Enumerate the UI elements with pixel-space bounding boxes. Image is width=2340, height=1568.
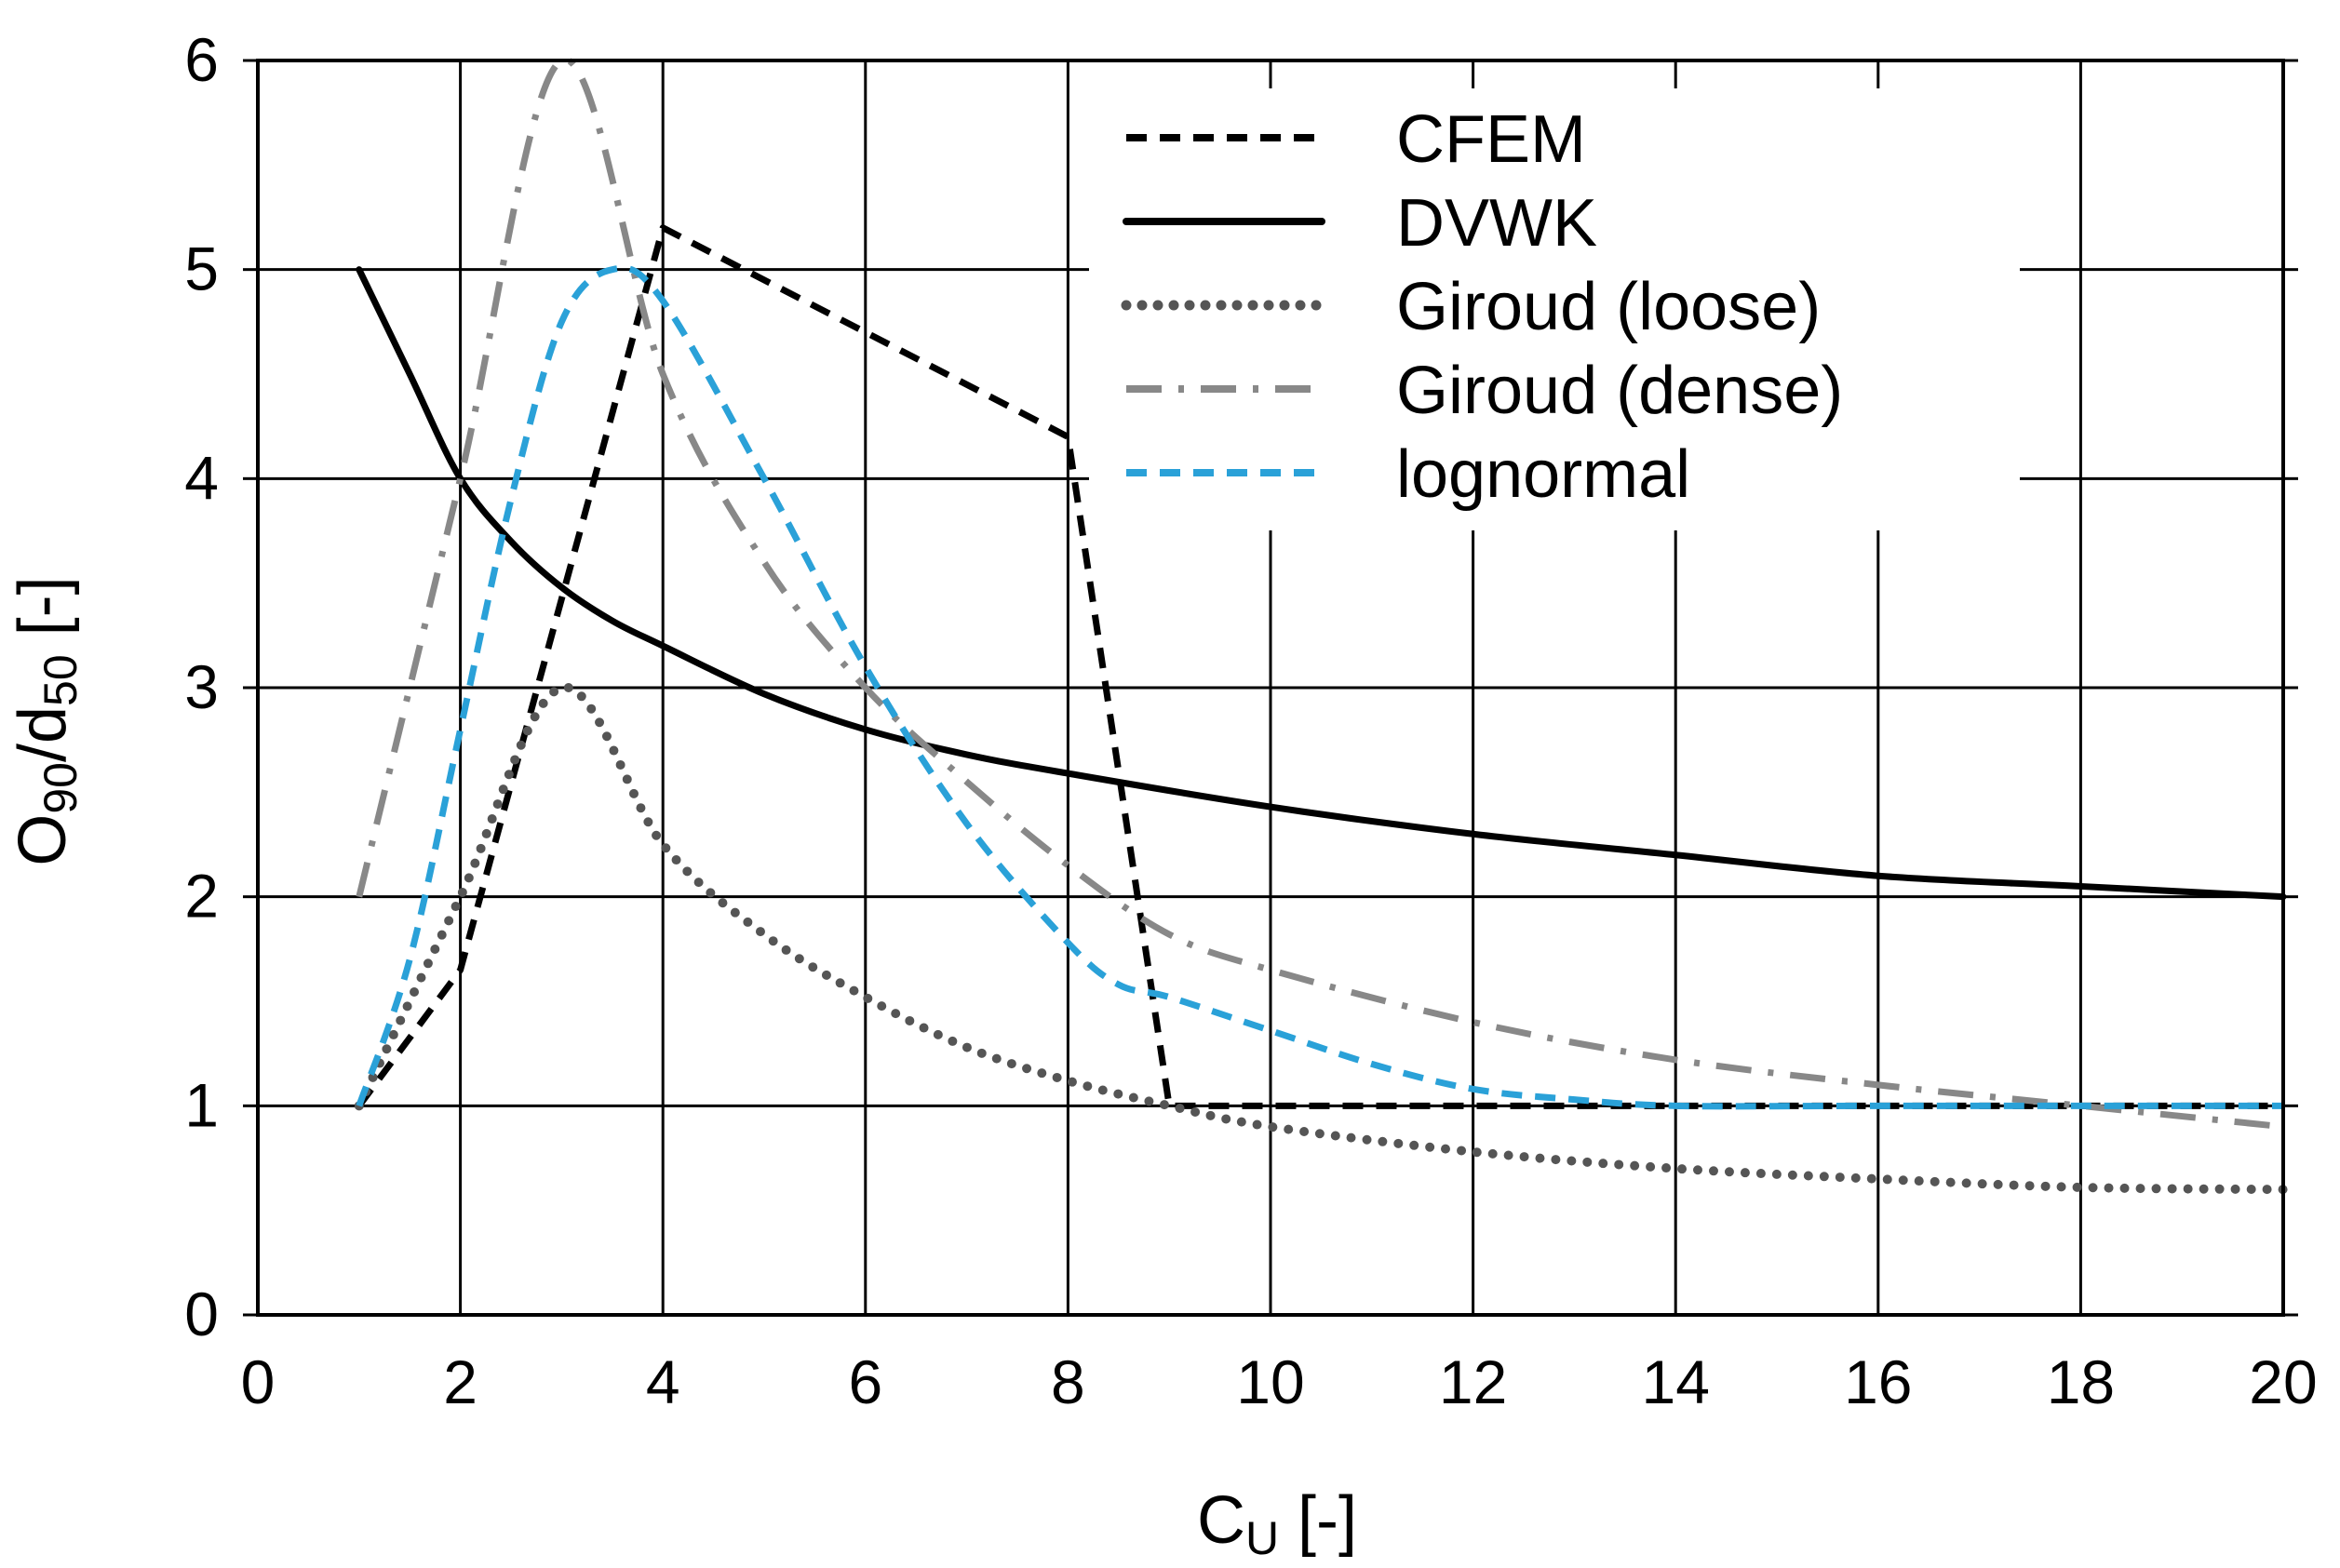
x-axis-title-unit: [-] <box>1279 1483 1357 1558</box>
x-tick-label: 18 <box>2047 1347 2115 1416</box>
series-line-giroud-dense <box>356 56 2284 1131</box>
y-tick-label: 2 <box>184 862 219 931</box>
legend: CFEM DVWK Giroud (loose) Giroud (dense) logn… <box>1089 88 2020 530</box>
series-group <box>354 56 2288 1195</box>
x-tick-label: 8 <box>1051 1347 1085 1416</box>
y-axis-title-s1: 90 <box>34 762 87 814</box>
x-axis-title-main: C <box>1197 1483 1245 1558</box>
x-tick-label: 12 <box>1439 1347 1507 1416</box>
y-tick-label: 5 <box>184 235 219 303</box>
legend-label: Giroud (loose) <box>1396 270 1821 344</box>
y-tick-label: 6 <box>184 25 219 94</box>
x-tick-label: 2 <box>443 1347 477 1416</box>
legend-label: DVWK <box>1396 186 1597 261</box>
y-tick-label: 3 <box>184 652 219 721</box>
x-tick-label: 4 <box>646 1347 680 1416</box>
y-axis-title-p2: /d <box>6 706 80 762</box>
y-tick-label: 1 <box>184 1070 219 1139</box>
y-axis-title-s2: 50 <box>34 654 87 706</box>
y-axis-title: O90/d50 [-] <box>6 576 87 865</box>
x-tick-label: 20 <box>2249 1347 2317 1416</box>
legend-background <box>1089 88 2020 530</box>
x-tick-label: 0 <box>241 1347 276 1416</box>
y-tick-label: 4 <box>184 443 219 512</box>
y-tick-label: 0 <box>184 1280 219 1348</box>
y-axis-title-p1: O <box>6 814 80 866</box>
x-tick-label: 6 <box>848 1347 882 1416</box>
series-line-cfem <box>356 224 2283 1109</box>
x-tick-label: 14 <box>1641 1347 1709 1416</box>
series-line-giroud-loose <box>354 682 2288 1195</box>
legend-label: CFEM <box>1396 102 1586 177</box>
x-tick-label: 16 <box>1844 1347 1912 1416</box>
x-axis-title-sub: U <box>1245 1512 1279 1564</box>
legend-label: Giroud (dense) <box>1396 354 1843 428</box>
series-line-dvwk <box>356 266 2287 901</box>
legend-label: lognormal <box>1396 437 1690 512</box>
x-tick-label: 10 <box>1236 1347 1304 1416</box>
series-line-lognormal <box>356 264 2283 1110</box>
x-axis-title: CU [-] <box>1197 1483 1357 1564</box>
y-axis-title-unit: [-] <box>6 576 80 654</box>
plot-frame <box>256 59 2285 1317</box>
